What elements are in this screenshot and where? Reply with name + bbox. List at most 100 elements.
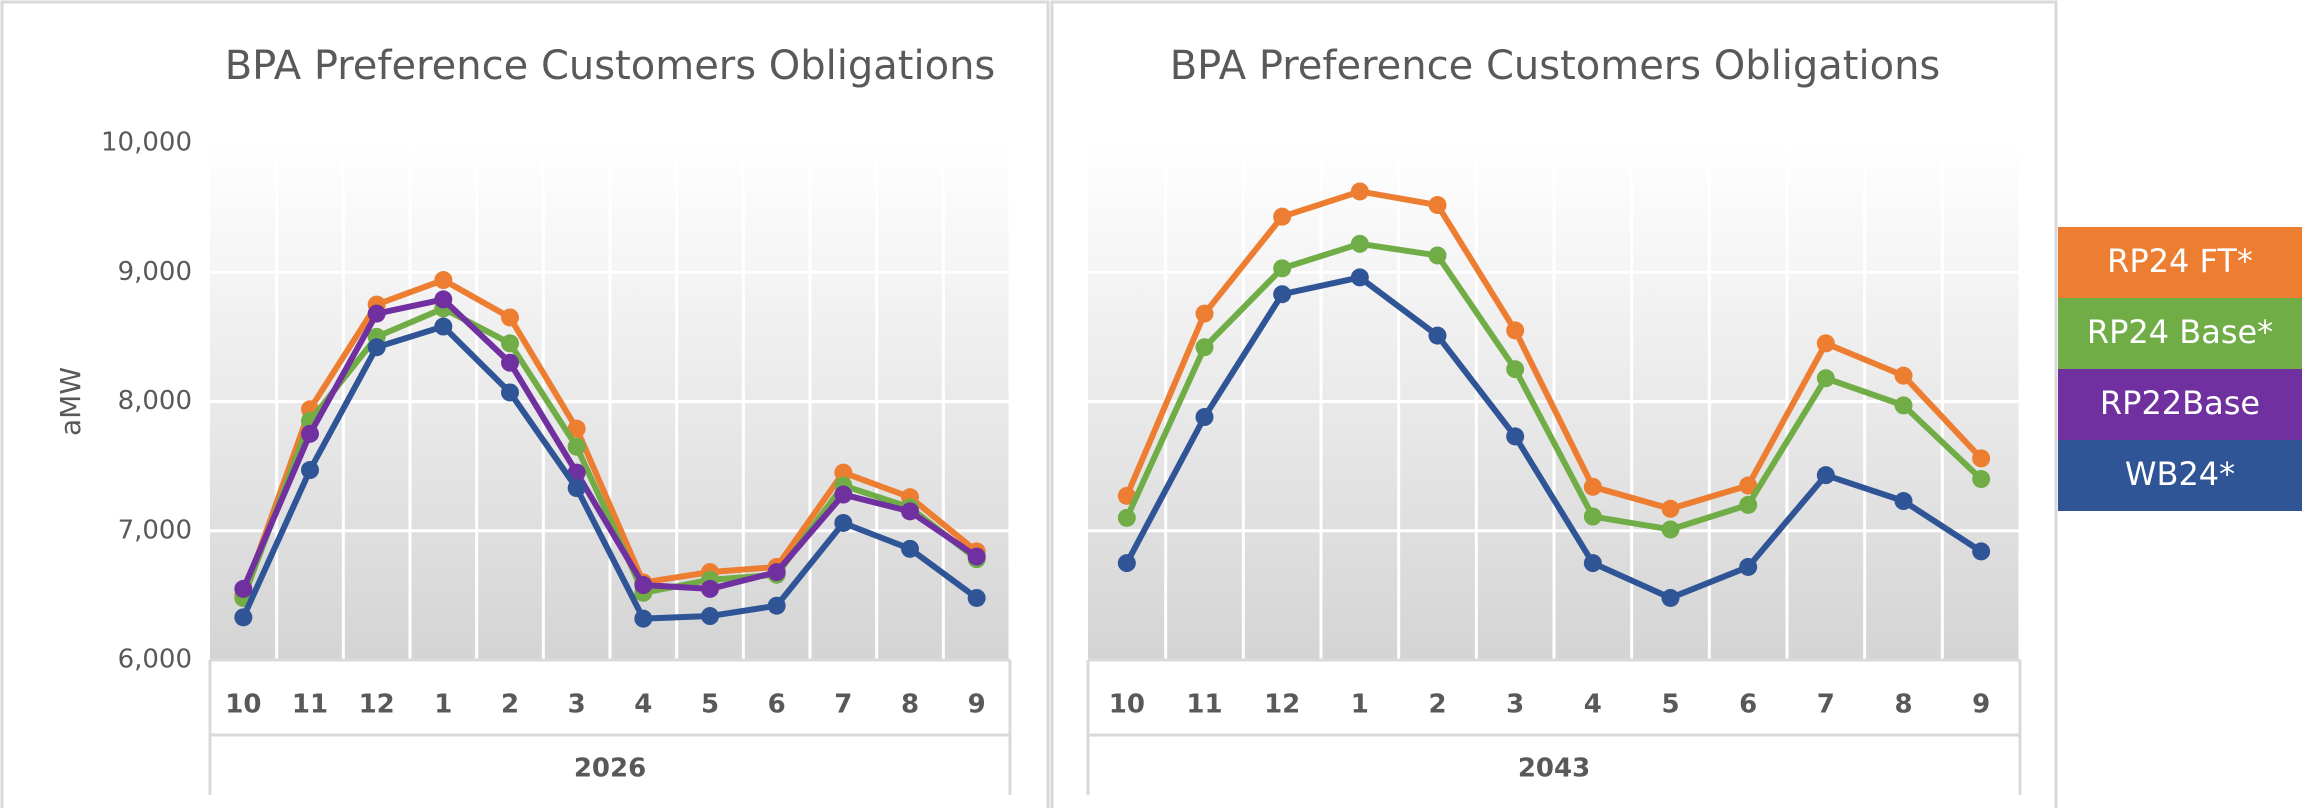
data-point: [567, 437, 586, 456]
data-point: [434, 317, 453, 336]
x-tick-label: 9: [1972, 690, 1990, 720]
x-tick-label: 3: [568, 690, 586, 720]
data-point: [901, 502, 919, 521]
legend-label: WB24*: [2125, 455, 2235, 493]
data-point: [1816, 466, 1835, 485]
data-point: [434, 290, 453, 309]
x-tick-label: 6: [768, 690, 786, 720]
data-point: [1506, 427, 1525, 446]
data-point: [234, 608, 253, 627]
x-tick-label: 12: [359, 690, 395, 720]
data-point: [1661, 520, 1680, 539]
data-point: [1195, 408, 1214, 427]
data-point: [1583, 507, 1602, 526]
data-point: [1428, 326, 1447, 345]
data-point: [234, 579, 253, 598]
y-axis-label: aMW: [54, 367, 87, 436]
x-tick-label: 12: [1264, 690, 1300, 720]
x-tick-label: 11: [1186, 690, 1222, 720]
x-tick-label: 1: [1351, 690, 1369, 720]
x-tick-label: 9: [968, 690, 986, 720]
data-point: [1816, 334, 1835, 353]
data-point: [1428, 246, 1447, 265]
legend-swatch: [2058, 298, 2302, 369]
data-point: [634, 609, 653, 628]
x-tick-label: 2: [1428, 690, 1446, 720]
x-tick-label: 11: [292, 690, 328, 720]
data-point: [1117, 508, 1136, 527]
data-point: [1583, 554, 1602, 573]
data-point: [434, 271, 453, 290]
data-point: [1117, 486, 1136, 505]
data-point: [1350, 234, 1369, 253]
data-point: [1273, 259, 1292, 278]
data-point: [834, 485, 853, 504]
x-tick-label: 8: [1894, 690, 1912, 720]
data-point: [501, 383, 519, 402]
data-point: [1739, 476, 1758, 495]
chart-title: BPA Preference Customers Obligations: [225, 43, 996, 89]
data-point: [501, 334, 519, 353]
x-tick-label: 5: [1661, 690, 1679, 720]
data-point: [1894, 492, 1913, 511]
data-point: [1972, 449, 1991, 468]
data-point: [1739, 557, 1758, 576]
data-point: [901, 539, 919, 558]
legend-label: RP24 FT*: [2107, 242, 2253, 280]
legend-label: RP24 Base*: [2087, 313, 2273, 351]
data-point: [1661, 499, 1680, 518]
series-line: [240, 323, 979, 622]
data-point: [1894, 396, 1913, 415]
series-line: [1124, 188, 1984, 512]
series-line: [240, 305, 979, 600]
data-point: [501, 353, 519, 372]
x-tick-label: 4: [634, 690, 652, 720]
data-point: [1661, 588, 1680, 607]
data-point: [567, 419, 586, 438]
data-point: [567, 479, 586, 498]
x-tick-label: 2: [501, 690, 519, 720]
x-tick-label: 7: [834, 690, 852, 720]
data-point: [301, 461, 319, 480]
data-point: [1816, 369, 1835, 388]
data-point: [1972, 542, 1991, 561]
x-tick-label: 5: [701, 690, 719, 720]
data-point: [767, 563, 786, 582]
legend-swatch: [2058, 227, 2302, 298]
y-tick-label: 6,000: [118, 645, 192, 675]
x-tick-label: 3: [1506, 690, 1524, 720]
data-point: [1506, 321, 1525, 340]
legend-label: RP22Base: [2100, 384, 2260, 422]
data-point: [301, 424, 319, 443]
x-tick-label: 8: [901, 690, 919, 720]
data-point: [701, 607, 719, 626]
x-tick-label: 7: [1817, 690, 1835, 720]
series-line: [240, 277, 979, 597]
chart-title: BPA Preference Customers Obligations: [1170, 43, 1941, 89]
series-line: [240, 296, 979, 592]
y-tick-label: 10,000: [101, 128, 192, 158]
data-point: [1117, 554, 1136, 573]
data-point: [1428, 196, 1447, 215]
data-point: [1195, 338, 1214, 357]
y-tick-label: 7,000: [118, 515, 192, 545]
panel-border: [1050, 0, 2058, 812]
x-tick-label: 6: [1739, 690, 1757, 720]
data-point: [1894, 366, 1913, 385]
legend-swatch: [2058, 440, 2302, 511]
panel-border: [0, 0, 1050, 812]
data-point: [1739, 495, 1758, 514]
data-point: [367, 338, 386, 357]
series-line: [1124, 240, 1984, 533]
data-point: [1273, 207, 1292, 226]
data-point: [1583, 477, 1602, 496]
data-point: [1350, 268, 1369, 287]
x-tick-label: 1: [434, 690, 452, 720]
x-tick-label: 4: [1584, 690, 1602, 720]
legend-swatch: [2058, 369, 2302, 440]
data-point: [767, 596, 786, 615]
x-tick-label: 10: [225, 690, 261, 720]
data-point: [367, 304, 386, 323]
